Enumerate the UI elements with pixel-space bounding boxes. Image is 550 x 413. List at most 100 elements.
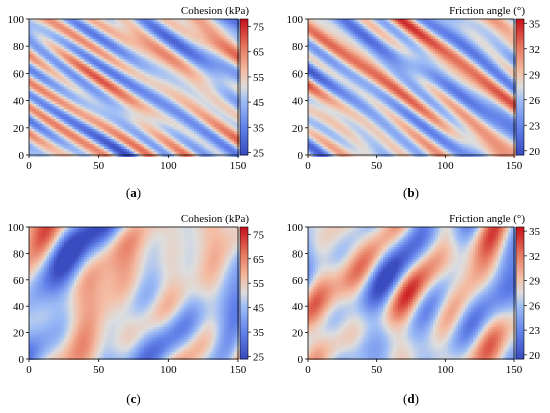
- heatmap-cell: [101, 96, 105, 100]
- heatmap-cell: [94, 56, 97, 60]
- heatmap-cell: [191, 46, 195, 50]
- heatmap-cell: [109, 109, 112, 112]
- heatmap-cell: [149, 26, 152, 30]
- heatmap-cell: [51, 124, 55, 127]
- heatmap-cell: [196, 49, 200, 52]
- heatmap-cell: [121, 61, 125, 65]
- heatmap-cell: [44, 86, 47, 90]
- heatmap-cell: [41, 24, 45, 27]
- heatmap-cell: [31, 49, 35, 52]
- heatmap-cell: [29, 154, 32, 157]
- heatmap-cell: [186, 91, 190, 95]
- heatmap-cell: [199, 64, 202, 67]
- heatmap-cell: [81, 46, 85, 50]
- heatmap-cell: [34, 119, 37, 122]
- heatmap-cell: [116, 141, 120, 145]
- heatmap-cell: [84, 21, 87, 25]
- heatmap-cell: [54, 66, 57, 70]
- heatmap-cell: [61, 19, 65, 22]
- heatmap-cell: [164, 19, 167, 22]
- heatmap-cell: [189, 81, 192, 85]
- heatmap-cell: [231, 76, 235, 80]
- heatmap-cell: [91, 86, 95, 90]
- heatmap-cell: [433, 19, 436, 22]
- heatmap-cell: [39, 46, 42, 50]
- heatmap-cell: [49, 74, 52, 77]
- heatmap-cell: [56, 46, 60, 50]
- heatmap-cell: [69, 59, 72, 62]
- heatmap-cell: [86, 99, 90, 102]
- heatmap-cell: [224, 74, 227, 77]
- heatmap-cell: [176, 86, 180, 90]
- heatmap-cell: [209, 114, 212, 117]
- heatmap-cell: [229, 64, 232, 67]
- heatmap-cell: [79, 44, 82, 47]
- heatmap-cell: [129, 111, 132, 115]
- heatmap-cell: [124, 116, 127, 120]
- heatmap-cell: [74, 151, 77, 155]
- heatmap-cell: [156, 129, 160, 132]
- heatmap-cell: [151, 121, 155, 125]
- heatmap-cell: [51, 81, 55, 85]
- heatmap-cell: [216, 116, 220, 120]
- heatmap-cell: [191, 106, 195, 110]
- heatmap-cell: [211, 54, 215, 57]
- heatmap-cell: [74, 124, 77, 127]
- heatmap-cell: [94, 84, 97, 87]
- heatmap-cell: [61, 106, 65, 110]
- heatmap-cell: [161, 141, 165, 145]
- heatmap-cell: [209, 91, 212, 95]
- heatmap-cell: [54, 91, 57, 95]
- heatmap-cell: [41, 99, 45, 102]
- heatmap-cell: [181, 59, 185, 62]
- heatmap-cell: [56, 19, 60, 22]
- heatmap-cell: [114, 101, 117, 105]
- heatmap-cell: [186, 104, 190, 107]
- heatmap-cell: [51, 31, 55, 35]
- colorbar-swatch: [240, 68, 248, 72]
- heatmap-cell: [76, 131, 80, 135]
- heatmap-cell: [46, 84, 50, 87]
- heatmap-cell: [204, 61, 207, 65]
- heatmap-cell: [209, 54, 212, 57]
- heatmap-cell: [104, 94, 107, 97]
- heatmap-cell: [224, 109, 227, 112]
- heatmap-cell: [325, 24, 329, 27]
- heatmap-cell: [149, 19, 152, 22]
- heatmap-cell: [156, 136, 160, 140]
- heatmap-cell: [46, 39, 50, 42]
- heatmap-cell: [214, 129, 217, 132]
- heatmap-cell: [189, 34, 192, 37]
- heatmap-cell: [79, 129, 82, 132]
- heatmap-cell: [186, 46, 190, 50]
- heatmap-cell: [393, 21, 396, 25]
- heatmap-cell: [54, 64, 57, 67]
- heatmap-cell: [149, 71, 152, 75]
- heatmap-cell: [368, 19, 371, 22]
- heatmap-cell: [59, 66, 62, 70]
- heatmap-cell: [119, 19, 122, 22]
- heatmap-cell: [79, 29, 82, 32]
- heatmap-cell: [41, 69, 45, 72]
- heatmap-cell: [84, 24, 87, 27]
- heatmap-cell: [54, 54, 57, 57]
- heatmap-cell: [174, 26, 177, 30]
- heatmap-cell: [405, 19, 409, 22]
- heatmap-cell: [181, 126, 185, 130]
- heatmap-cell: [139, 96, 142, 100]
- heatmap-cell: [151, 54, 155, 57]
- heatmap-cell: [161, 26, 165, 30]
- heatmap-cell: [39, 59, 42, 62]
- heatmap-cell: [189, 56, 192, 60]
- heatmap-cell: [149, 46, 152, 50]
- heatmap-cell: [109, 56, 112, 60]
- heatmap-cell: [61, 134, 65, 137]
- heatmap-cell: [61, 29, 65, 32]
- heatmap-cell: [96, 121, 100, 125]
- heatmap-cell: [36, 34, 40, 37]
- heatmap-cell: [89, 131, 92, 135]
- heatmap-cell: [189, 84, 192, 87]
- heatmap-cell: [219, 96, 222, 100]
- heatmap-cell: [146, 106, 150, 110]
- heatmap-cell: [161, 81, 165, 85]
